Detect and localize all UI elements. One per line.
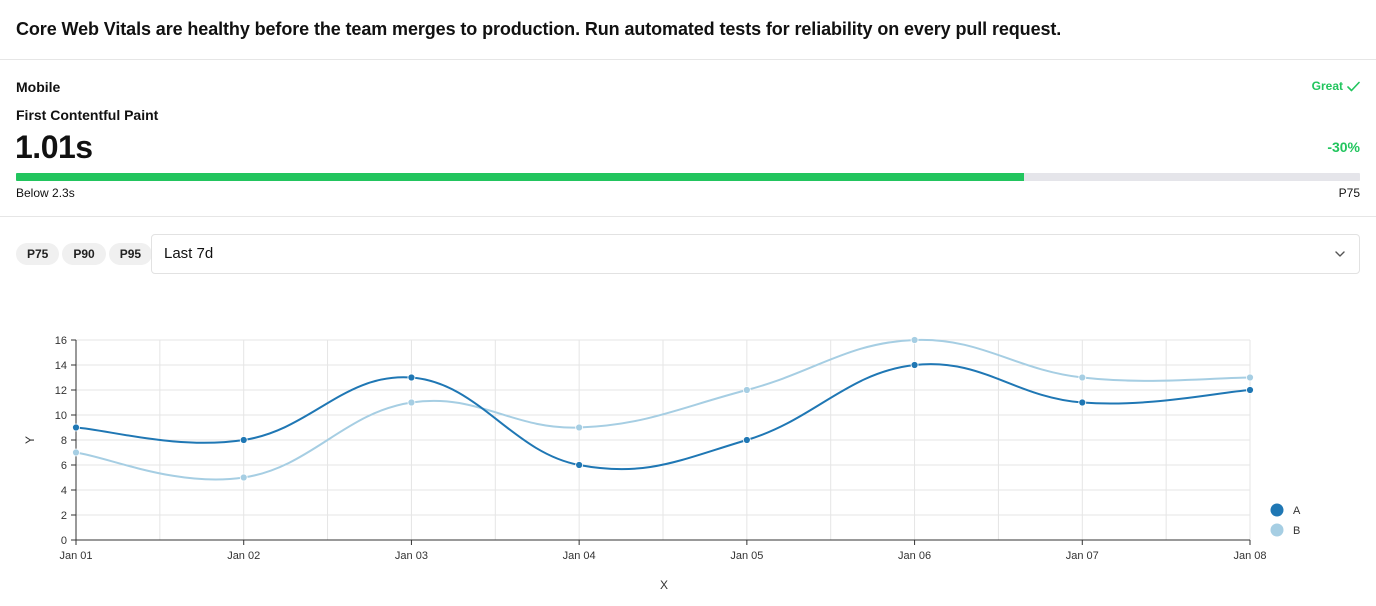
- series-a-point: [239, 436, 248, 444]
- series-a-point: [575, 461, 584, 469]
- series-a-point: [742, 436, 751, 444]
- x-tick-label: Jan 01: [59, 550, 92, 562]
- y-tick-label: 6: [61, 460, 67, 472]
- check-icon: [1347, 81, 1360, 91]
- metric-name: First Contentful Paint: [16, 107, 159, 123]
- device-label: Mobile: [16, 79, 61, 95]
- progress-track: [16, 173, 1360, 181]
- percentile-p75-button[interactable]: P75: [16, 243, 60, 265]
- metric-card: Mobile Great First Contentful Paint 1.01…: [0, 61, 1376, 217]
- chevron-down-icon: [1335, 251, 1345, 257]
- legend-swatch-a: [1270, 503, 1284, 517]
- delta-value: -30%: [1327, 139, 1360, 155]
- metric-value: 1.01s: [15, 129, 93, 165]
- y-tick-label: 2: [61, 510, 67, 522]
- series-a-point: [1246, 386, 1254, 394]
- x-tick-label: Jan 08: [1233, 550, 1266, 562]
- header-message: Core Web Vitals are healthy before the t…: [16, 19, 1062, 39]
- x-tick-label: Jan 02: [227, 550, 260, 562]
- x-tick-label: Jan 03: [395, 550, 428, 562]
- series-a-point: [407, 373, 416, 382]
- series-b-point: [575, 423, 584, 432]
- y-tick-label: 12: [55, 385, 67, 397]
- y-tick-label: 16: [55, 335, 67, 347]
- y-axis-label: Y: [23, 436, 37, 444]
- series-b-point: [239, 473, 248, 482]
- status-badge: Great: [1312, 79, 1360, 93]
- series-b-point: [742, 386, 751, 394]
- series-b-point: [910, 336, 919, 344]
- legend-label-a: A: [1293, 505, 1301, 517]
- status-label: Great: [1311, 79, 1343, 93]
- y-tick-label: 4: [61, 485, 67, 497]
- y-tick-label: 0: [61, 535, 67, 547]
- y-tick-label: 14: [55, 360, 67, 372]
- time-range-value: Last 7d: [164, 245, 214, 262]
- series-a-line: [75, 363, 1251, 471]
- series-b-point: [72, 448, 80, 457]
- series-b-point: [1246, 373, 1254, 382]
- threshold-label: Below 2.3s: [16, 186, 75, 200]
- percentile-p90-button[interactable]: P90: [62, 243, 106, 265]
- series-b-point: [407, 398, 416, 407]
- y-tick-label: 8: [61, 435, 67, 447]
- percentile-label: P75: [1338, 186, 1360, 200]
- x-axis-label: X: [660, 578, 668, 592]
- series-a-point: [910, 361, 919, 369]
- x-tick-label: Jan 05: [730, 550, 763, 562]
- line-chart: 0 2 4 6 8 10 12 14 16 Jan 01 Jan 02 Jan 03 Jan 04 Jan…: [23, 335, 1301, 592]
- percentile-p95-button[interactable]: P95: [108, 243, 153, 265]
- percentile-toggle-group: P75 P90 P95: [16, 234, 155, 274]
- series-b-line: [75, 338, 1251, 481]
- x-tick-label: Jan 06: [898, 550, 931, 562]
- series-a-point: [72, 423, 80, 432]
- series-a-point: [1078, 398, 1087, 407]
- legend-label-b: B: [1293, 525, 1300, 537]
- y-tick-label: 10: [55, 410, 67, 422]
- time-range-select[interactable]: Last 7d: [151, 234, 1360, 274]
- legend-swatch-b: [1270, 523, 1284, 537]
- series-b-point: [1078, 373, 1087, 382]
- header-banner: Core Web Vitals are healthy before the t…: [0, 0, 1376, 60]
- x-tick-label: Jan 04: [563, 550, 596, 562]
- progress-fill: [16, 173, 1024, 181]
- x-tick-label: Jan 07: [1066, 550, 1099, 562]
